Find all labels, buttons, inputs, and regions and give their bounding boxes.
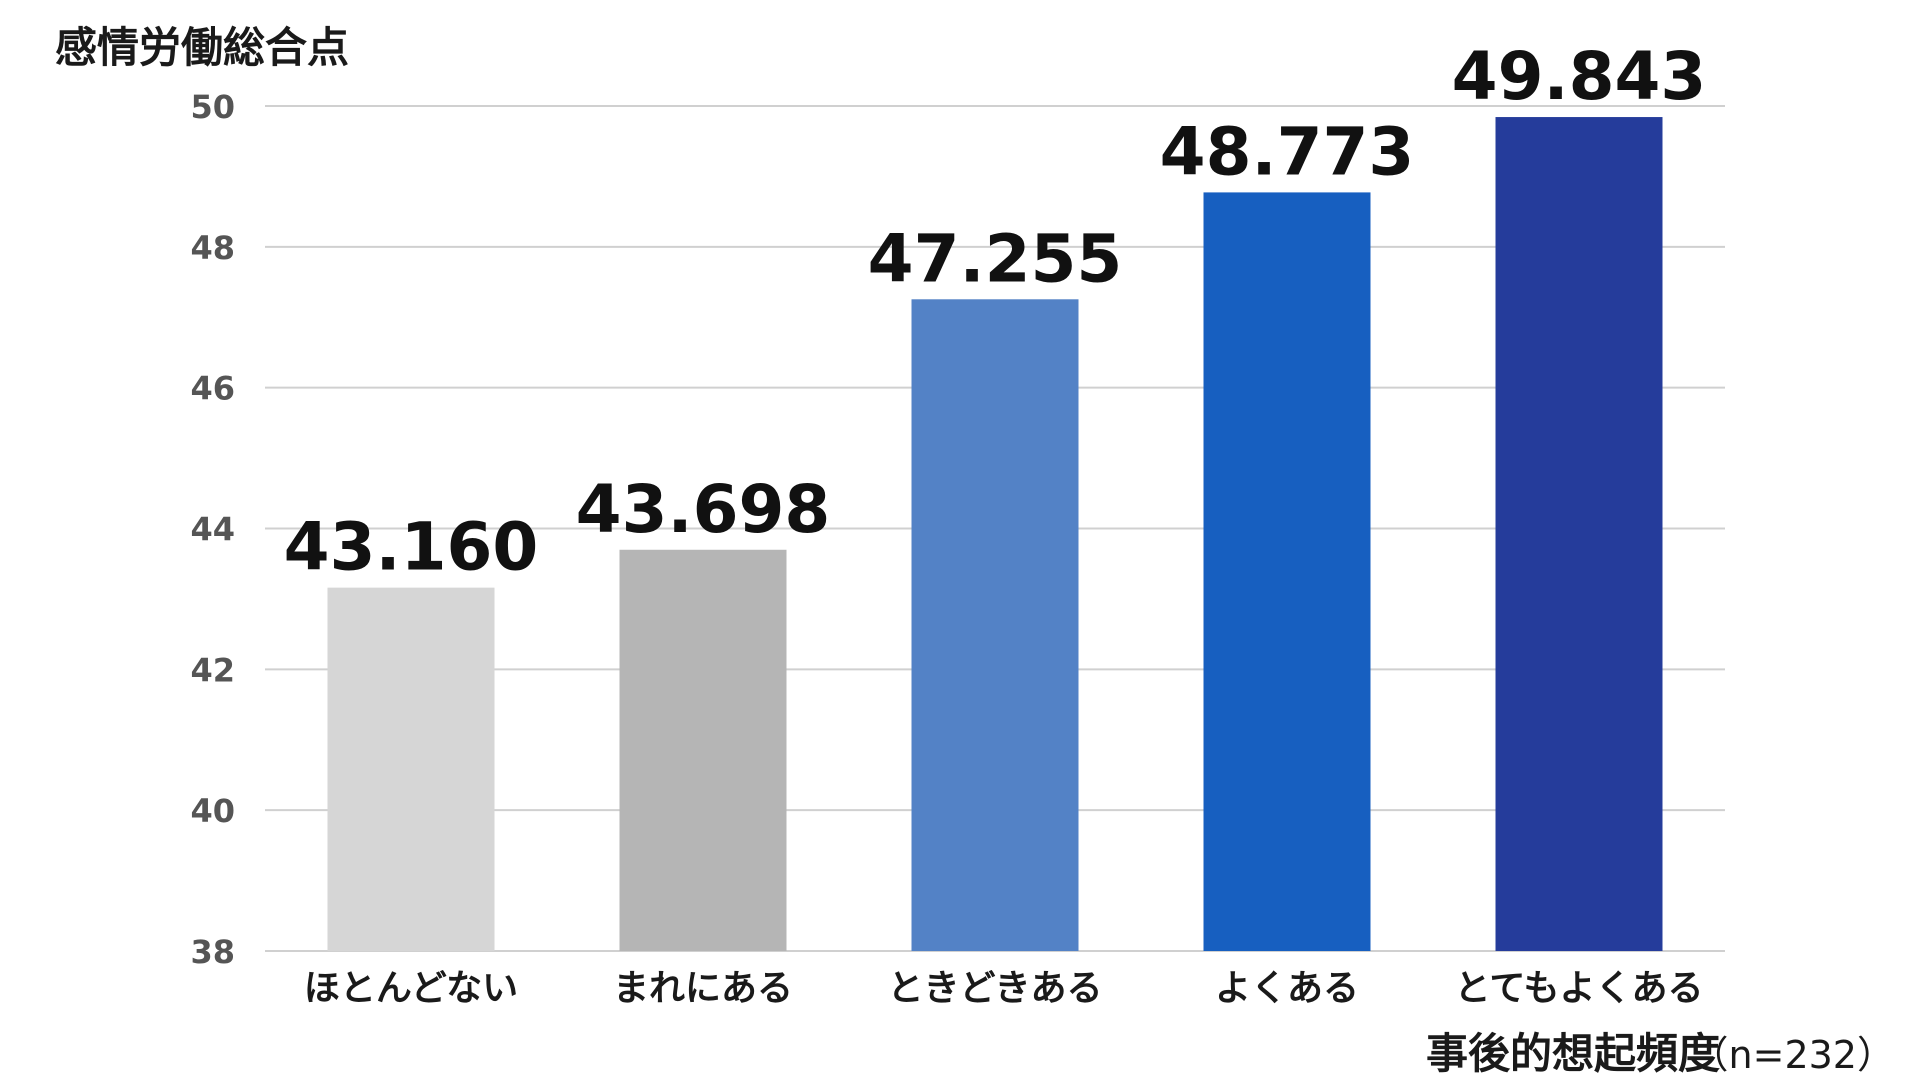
y-tick-label: 42 (190, 651, 235, 689)
y-tick-label: 46 (190, 370, 235, 408)
bar (327, 587, 495, 951)
bar (1495, 117, 1663, 951)
y-tick-label: 50 (190, 88, 235, 126)
bar (911, 299, 1079, 951)
data-label: 49.843 (1452, 38, 1707, 115)
y-axis-title: 感情労働総合点 (55, 23, 349, 72)
bar (1203, 192, 1371, 951)
x-axis-title: 事後的想起頻度 (1426, 1029, 1720, 1077)
data-label: 43.698 (576, 471, 831, 548)
x-tick-label: よくある (1215, 968, 1359, 1009)
bar (619, 549, 787, 951)
data-label: 43.160 (284, 509, 539, 586)
data-labels: 43.160 43.698 47.255 48.773 49.843 (284, 38, 1707, 586)
y-tick-label: 48 (190, 229, 235, 267)
bars (327, 117, 1663, 951)
y-tick-label: 44 (190, 511, 235, 549)
sample-size-note: （n=232） (1691, 1033, 1895, 1077)
data-label: 47.255 (868, 220, 1123, 297)
y-tick-label: 38 (190, 933, 235, 971)
data-label: 48.773 (1160, 113, 1415, 190)
x-tick-label: まれにある (613, 968, 793, 1009)
x-tick-label: ときどきある (888, 968, 1103, 1009)
x-axis-ticks: ほとんどない まれにある ときどきある よくある とてもよくある (304, 968, 1704, 1009)
x-tick-label: ほとんどない (304, 968, 518, 1009)
x-tick-label: とてもよくある (1454, 968, 1703, 1009)
y-axis-ticks: 50 48 46 44 42 40 38 (190, 88, 235, 971)
y-tick-label: 40 (190, 792, 235, 830)
